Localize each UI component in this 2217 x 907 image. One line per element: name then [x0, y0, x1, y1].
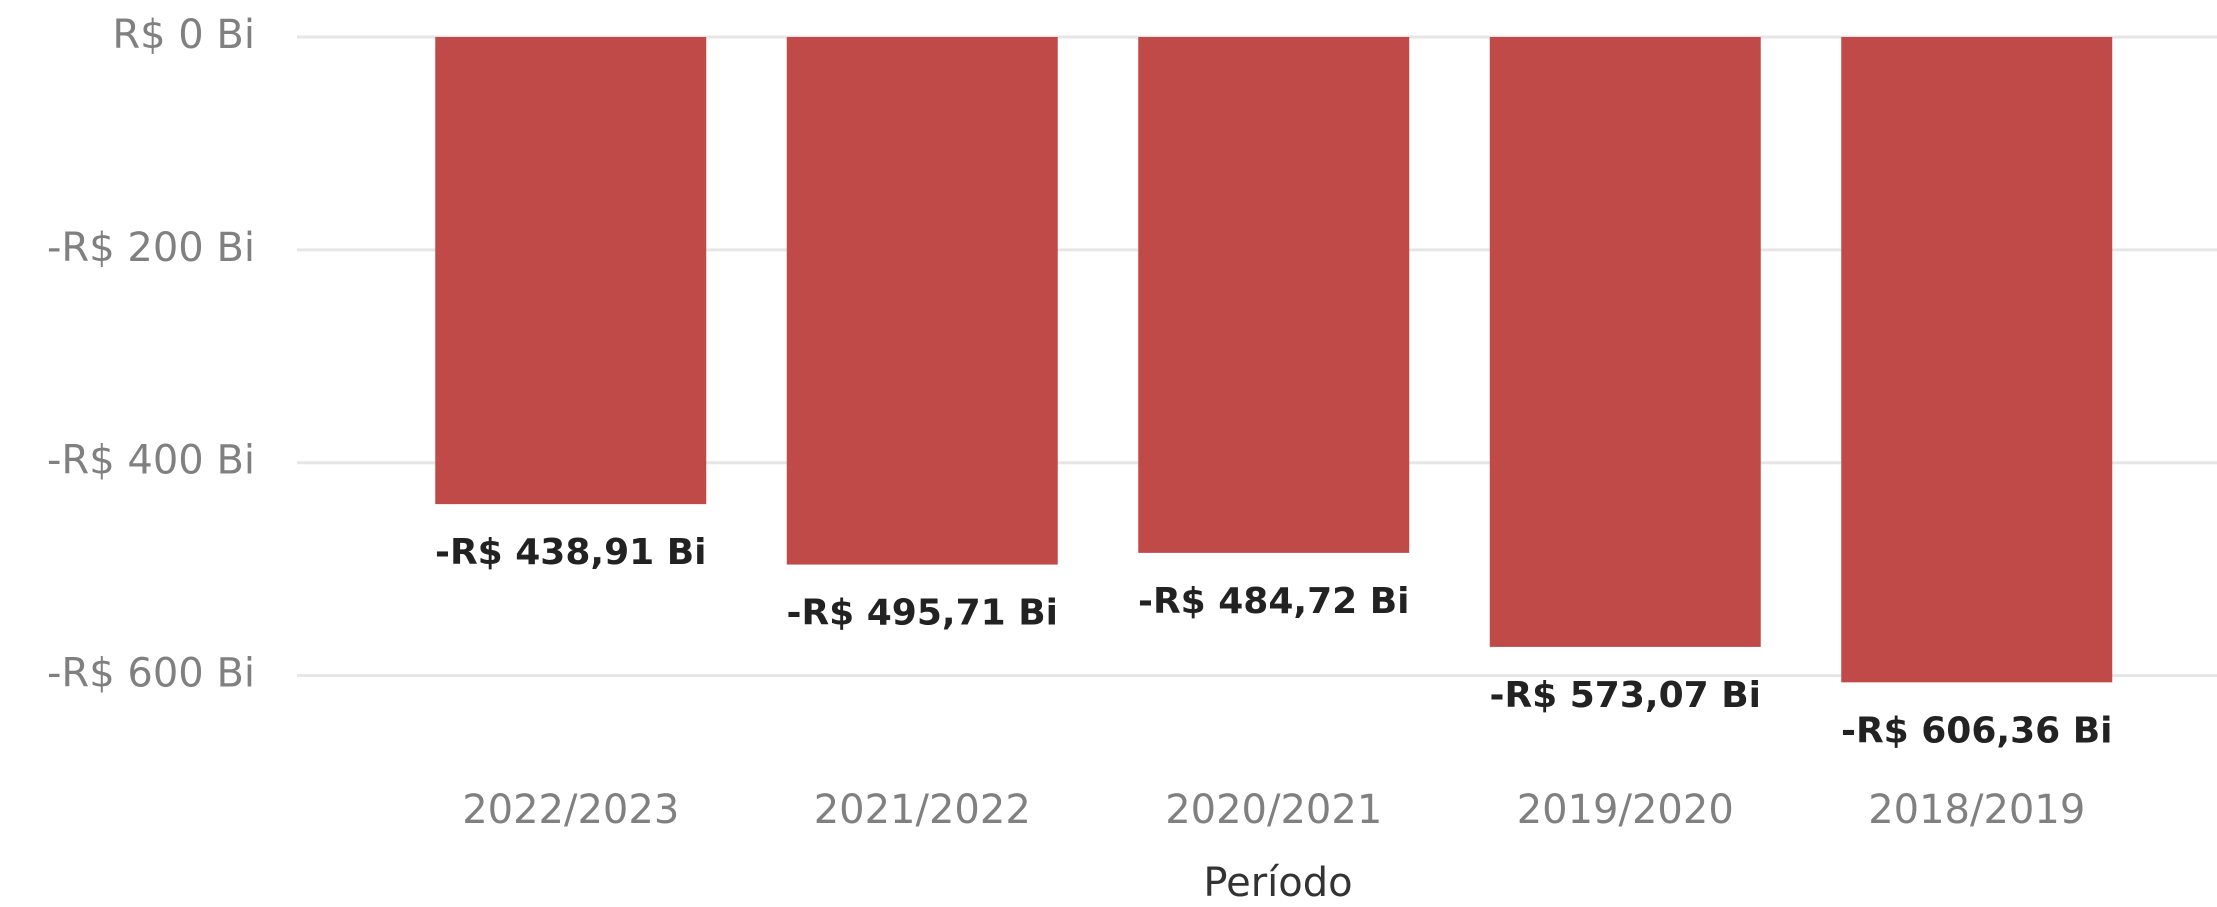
- x-tick-label: 2022/2023: [462, 787, 679, 833]
- y-tick-label: -R$ 200 Bi: [47, 225, 255, 271]
- x-tick-label: 2021/2022: [814, 787, 1031, 833]
- bar: [1489, 37, 1761, 647]
- bar: [1138, 37, 1410, 553]
- data-label: -R$ 573,07 Bi: [1490, 675, 1761, 716]
- data-label: -R$ 484,72 Bi: [1138, 581, 1409, 622]
- data-label: -R$ 606,36 Bi: [1841, 710, 2112, 751]
- x-axis-title: Período: [1203, 860, 1352, 906]
- bar: [786, 37, 1058, 565]
- y-tick-label: -R$ 400 Bi: [47, 438, 255, 484]
- data-label: -R$ 495,71 Bi: [787, 593, 1058, 634]
- y-tick-label: R$ 0 Bi: [112, 12, 255, 58]
- bar: [1841, 37, 2113, 683]
- data-label: -R$ 438,91 Bi: [435, 532, 706, 573]
- x-tick-label: 2019/2020: [1517, 787, 1734, 833]
- x-tick-label: 2020/2021: [1165, 787, 1382, 833]
- y-tick-label: -R$ 600 Bi: [47, 651, 255, 697]
- bar: [435, 37, 707, 505]
- x-tick-label: 2018/2019: [1868, 787, 2085, 833]
